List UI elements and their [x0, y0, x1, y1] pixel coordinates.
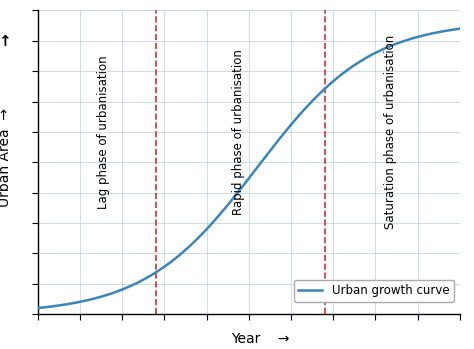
Text: Year    →: Year →	[231, 332, 290, 346]
Text: ↑: ↑	[0, 35, 11, 49]
Text: Urban Area  →: Urban Area →	[0, 107, 12, 207]
Text: Lag phase of urbanisation: Lag phase of urbanisation	[97, 55, 110, 209]
Text: Rapid phase of urbanisation: Rapid phase of urbanisation	[232, 49, 245, 215]
Text: Saturation phase of urbanisation: Saturation phase of urbanisation	[383, 35, 397, 229]
Legend: Urban growth curve: Urban growth curve	[294, 280, 454, 302]
